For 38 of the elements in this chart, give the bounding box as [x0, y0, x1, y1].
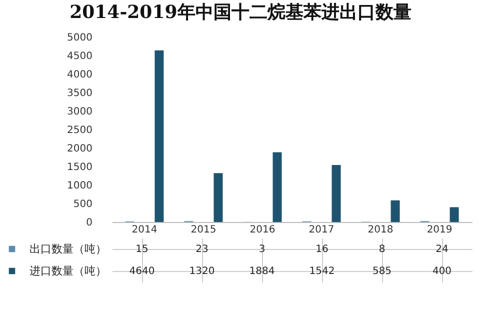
y-tick-label: 2000: [67, 144, 92, 154]
y-tick-label: 500: [73, 199, 92, 210]
data-label: 1320: [189, 266, 215, 277]
data-label: 24: [436, 244, 448, 255]
x-tick-label: 2017: [308, 224, 334, 236]
data-label: 8: [378, 244, 386, 255]
legend-label: 出口数量（吨）: [30, 242, 106, 256]
y-tick-label: 1500: [67, 162, 92, 173]
chart-title: 2014-2019年中国十二烷基苯进出口数量: [70, 2, 412, 23]
data-label: 3: [258, 244, 266, 255]
y-tick-label: 0: [86, 218, 92, 228]
y-tick-label: 4000: [67, 70, 92, 80]
y-tick-label: 3000: [67, 106, 92, 118]
data-label: 4640: [129, 266, 155, 277]
x-tick-label: 2016: [250, 224, 276, 236]
bar: [154, 50, 164, 222]
data-label: 16: [316, 244, 328, 255]
legend-label: 进口数量（吨）: [30, 264, 106, 278]
data-label: 23: [196, 244, 208, 255]
y-tick-label: 1000: [67, 180, 92, 192]
data-label: 400: [432, 266, 452, 277]
bar: [450, 207, 459, 222]
y-tick-label: 2500: [67, 125, 92, 136]
y-tick-label: 5000: [67, 32, 92, 44]
data-label: 1884: [249, 266, 275, 277]
x-tick-label: 2018: [368, 224, 394, 236]
bar: [332, 164, 341, 222]
data-label: 585: [372, 266, 392, 277]
data-label: 1542: [309, 266, 335, 277]
bar: [214, 173, 223, 222]
x-tick-label: 2015: [190, 224, 216, 236]
bar: [390, 200, 400, 222]
x-tick-label: 2014: [132, 224, 158, 236]
y-tick-label: 3500: [67, 88, 92, 99]
bar: [272, 152, 282, 222]
data-label: 15: [136, 244, 148, 255]
x-tick-label: 2019: [426, 224, 452, 236]
y-tick-label: 4500: [67, 51, 92, 62]
